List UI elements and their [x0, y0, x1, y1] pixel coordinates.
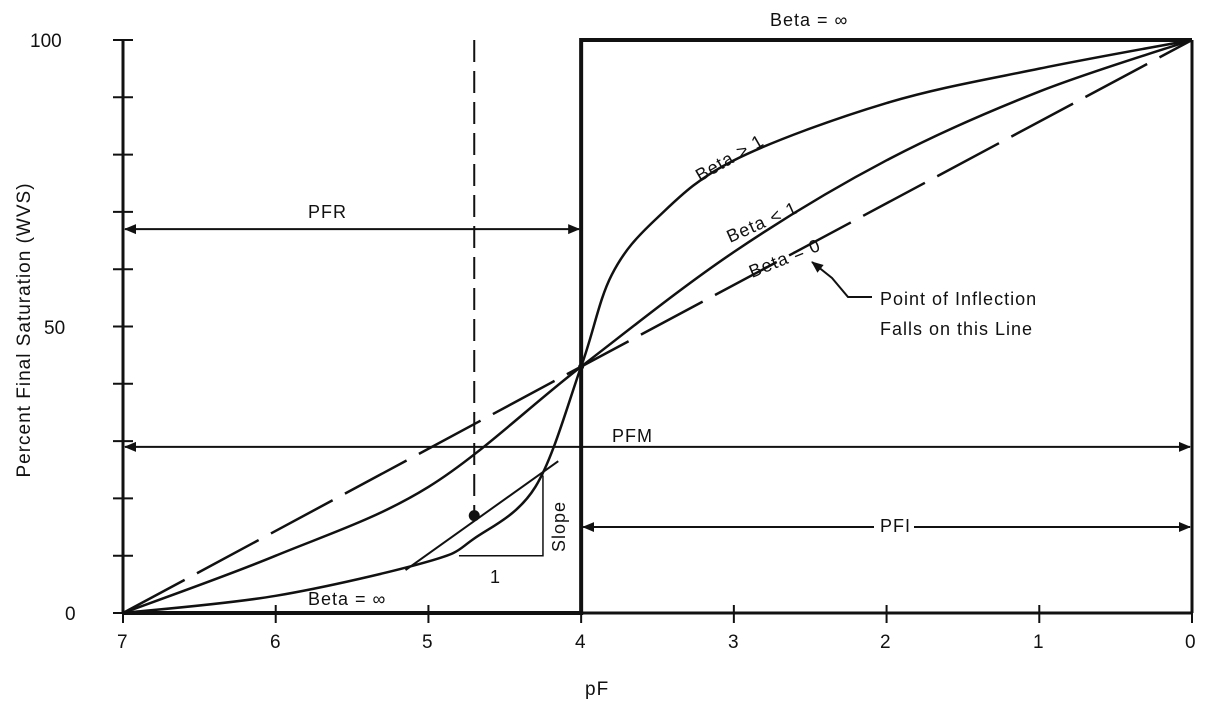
slope-run-label: 1	[490, 567, 501, 587]
x-axis-title: pF	[585, 679, 609, 700]
pfm-label: PFM	[612, 426, 653, 446]
y-axis-title: Percent Final Saturation (WVS)	[14, 182, 35, 477]
slope-triangle	[458, 475, 544, 557]
beta-lt1-label: Beta < 1	[723, 198, 800, 247]
pfi-label: PFI	[880, 516, 911, 536]
inflection-pointer-arrow	[811, 261, 872, 298]
x-tick-label: 4	[575, 632, 586, 653]
y-axis-ticks	[113, 39, 133, 614]
x-tick-label: 5	[422, 632, 433, 653]
inflection-note-line1: Point of Inflection	[880, 289, 1037, 309]
beta-inf-top-label: Beta = ∞	[770, 10, 848, 30]
x-tick-label: 2	[880, 632, 891, 653]
series-line	[122, 38, 1193, 615]
beta-0-label: Beta = 0	[746, 235, 824, 282]
x-tick-label: 0	[1185, 632, 1196, 653]
inflection-note-line2: Falls on this Line	[880, 319, 1033, 339]
slope-label: Slope	[549, 501, 569, 552]
tangent-line	[404, 460, 559, 571]
series-line	[122, 38, 1193, 615]
y-tick-label: 50	[44, 318, 65, 339]
x-tick-label: 1	[1033, 632, 1044, 653]
pfr-label: PFR	[308, 202, 347, 222]
beta-inf-bottom-label: Beta = ∞	[308, 589, 386, 609]
y-tick-label: 100	[30, 31, 62, 52]
x-tick-label: 6	[270, 632, 281, 653]
series-line	[123, 38, 1192, 615]
beta-gt1-label: Beta > 1	[692, 130, 767, 185]
x-tick-label: 7	[117, 632, 128, 653]
pfi-label-bg	[874, 513, 914, 537]
inflection-point-marker	[468, 510, 480, 522]
x-tick-label: 3	[728, 632, 739, 653]
center-point-marker	[578, 363, 585, 370]
y-tick-label: 0	[65, 604, 76, 625]
